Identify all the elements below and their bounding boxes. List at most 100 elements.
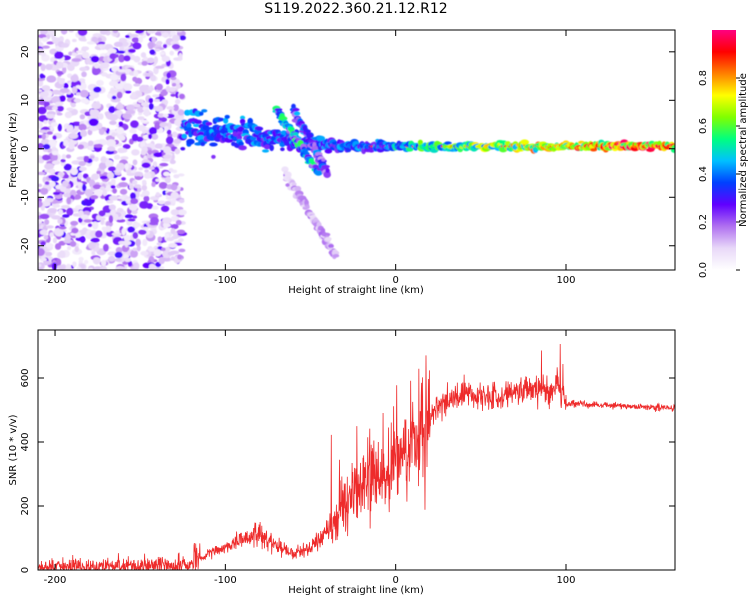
noise-blob [51,262,58,270]
noise-blob [168,167,174,173]
y-tick-label: -20 [20,238,31,254]
noise-blob [119,266,126,270]
noise-blob [96,214,102,221]
noise-blob [51,96,61,104]
noise-blob [142,226,149,231]
noise-blob [56,61,64,69]
noise-blob [78,78,86,83]
snr-x-label: Height of straight line (km) [288,585,424,596]
carrier-blob [280,147,285,152]
noise-blob [161,55,171,62]
noise-blob [98,162,107,170]
noise-blob [101,226,107,231]
noise-blob [93,143,103,148]
noise-blob [52,135,57,140]
carrier-blob [238,145,247,151]
noise-blob [164,247,171,252]
noise-blob [88,118,99,127]
noise-blob [123,55,131,62]
noise-blob [72,38,77,43]
noise-blob [170,224,179,230]
noise-blob [116,218,126,223]
noise-blob [154,31,163,36]
noise-blob [38,200,43,208]
branch-blob [314,168,323,176]
noise-blob [42,184,50,189]
noise-blob [108,80,119,87]
noise-blob [72,121,82,127]
noise-blob [108,195,119,201]
noise-blob [44,181,50,186]
noise-blob [137,99,144,104]
noise-blob [64,174,69,179]
noise-blob [166,106,175,110]
noise-blob [154,48,161,52]
noise-blob [136,245,141,252]
noise-blob [133,70,139,78]
noise-blob [137,116,145,121]
noise-blob [133,55,141,63]
noise-blob [60,30,68,35]
noise-blob [175,30,184,33]
snr-y-label: SNR (10 * v/v) [8,414,19,485]
noise-blob [78,160,86,167]
noise-blob [170,93,176,97]
carrier-blob [238,141,244,147]
noise-blob [159,162,169,167]
noise-blob [107,251,117,256]
carrier-blob [324,148,333,154]
noise-blob [130,192,137,200]
noise-blob [55,184,62,190]
noise-blob [140,102,148,107]
noise-blob [177,209,187,216]
noise-blob [79,114,86,120]
carrier-blob [201,109,208,113]
noise-blob [119,188,128,195]
noise-blob [96,170,101,175]
noise-blob [133,83,141,87]
noise-blob [118,121,124,127]
noise-blob [118,181,129,188]
noise-blob [122,144,131,150]
noise-blob [140,52,147,58]
noise-blob [91,251,96,256]
noise-blob [71,227,79,234]
noise-blob [127,260,133,267]
noise-blob [108,255,116,262]
noise-blob [72,261,77,268]
noise-blob [83,219,93,223]
noise-blob [148,166,155,170]
noise-blob [89,109,95,116]
noise-blob [90,155,95,159]
tail-blob [332,253,340,258]
noise-blob [97,37,102,42]
noise-blob [176,229,186,235]
noise-blob [43,120,48,125]
noise-blob [163,146,172,154]
noise-blob [39,229,48,236]
noise-blob [109,53,117,60]
noise-blob [102,188,108,197]
carrier-blob [261,149,270,153]
noise-blob [170,184,178,191]
y-tick-label: 0 [20,146,31,152]
noise-blob [100,259,107,267]
colorbar-tick-label: 0.0 [698,262,709,278]
noise-blob [106,139,116,147]
noise-blob [158,181,168,189]
noise-blob [131,149,140,156]
noise-blob [68,141,75,150]
noise-blob [175,83,181,89]
noise-blob [107,48,117,55]
branch-blob [321,164,330,169]
noise-blob [139,200,149,209]
noise-blob [113,154,121,160]
carrier-blob [198,111,204,116]
figure-title: S119.2022.360.21.12.R12 [264,1,448,17]
noise-blob [46,131,53,135]
noise-blob [133,184,142,189]
noise-blob [137,106,145,113]
noise-blob [54,229,64,237]
carrier-blob [186,122,192,129]
noise-blob [170,256,175,261]
